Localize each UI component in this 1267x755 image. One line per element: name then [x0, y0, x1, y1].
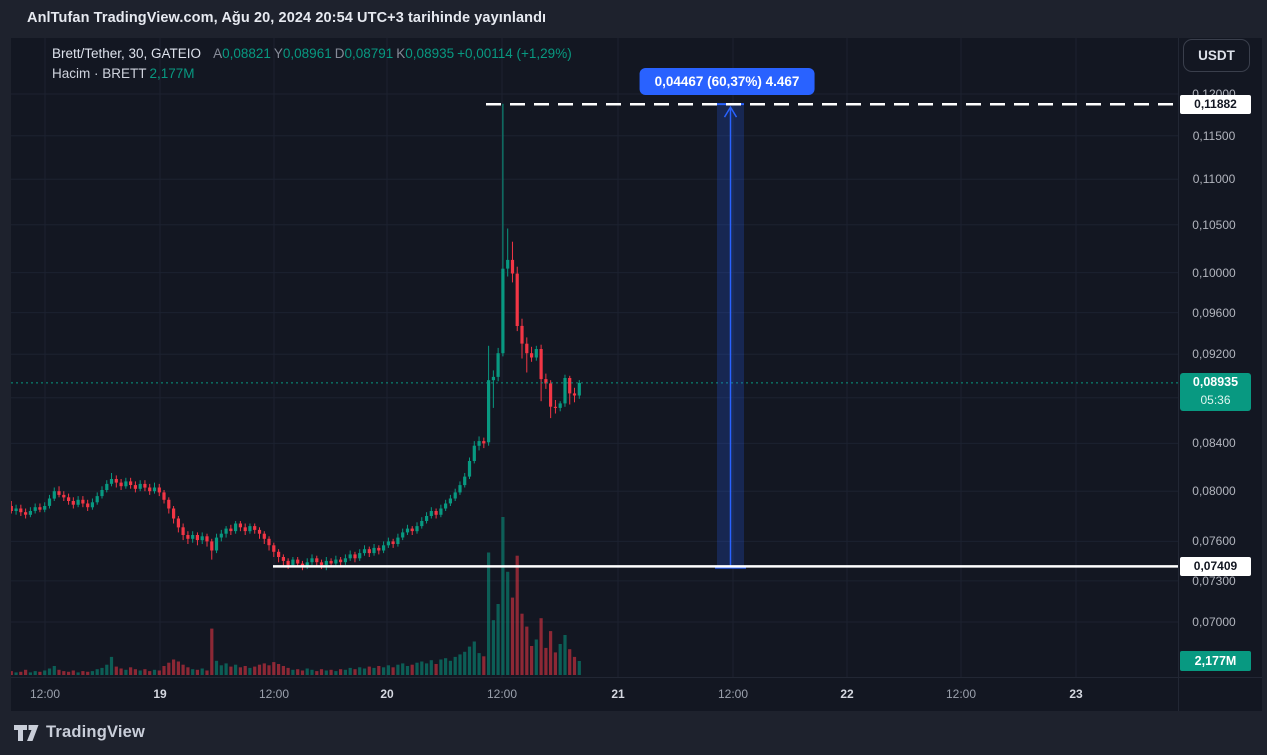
time-tick: 12:00: [717, 687, 749, 701]
plot-layer: [11, 38, 1178, 677]
price-tick: 0,11500: [1192, 129, 1236, 143]
published-title: AnlTufan TradingView.com, Ağu 20, 2024 2…: [27, 10, 547, 26]
legend-volume-title: Hacim · BRETT: [52, 66, 147, 81]
time-tick: 12:00: [486, 687, 518, 701]
time-tick: 21: [611, 687, 625, 701]
time-tick: 22: [840, 687, 854, 701]
dashed-ray-price-label[interactable]: 0,11882: [1180, 95, 1251, 114]
legend-volume-value: 2,177M: [149, 66, 195, 81]
price-tick: 0,07300: [1192, 574, 1236, 588]
tradingview-home-link[interactable]: TradingView: [14, 723, 145, 742]
symbol-legend: Brett/Tether, 30, GATEIO A0,08821 Y0,08961…: [52, 44, 572, 83]
price-tick: 0,10000: [1192, 266, 1236, 280]
time-tick: 23: [1069, 687, 1083, 701]
price-tick: 0,07600: [1192, 534, 1236, 548]
current-volume-label: 2,177M: [1180, 651, 1251, 671]
currency-usdt-button[interactable]: USDT: [1183, 39, 1250, 72]
legend-low-value: 0,08791: [344, 46, 394, 61]
legend-high-key: Y: [273, 46, 283, 61]
legend-close-value: 0,08935: [405, 46, 455, 61]
legend-open-value: 0,08821: [222, 46, 271, 61]
price-tick: 0,08400: [1192, 436, 1236, 450]
price-tick: 0,07000: [1192, 615, 1236, 629]
published-top-bar: AnlTufan TradingView.com, Ağu 20, 2024 2…: [0, 0, 1267, 38]
volume-layer: [11, 517, 581, 675]
time-tick: 19: [153, 687, 167, 701]
candle-countdown: 05:36: [1200, 393, 1231, 407]
tradingview-logo-icon: [14, 724, 39, 741]
solid-ray-price-label[interactable]: 0,07409: [1180, 557, 1251, 576]
legend-change: +0,00114 (+1,29%): [457, 46, 572, 61]
price-tick: 0,09200: [1192, 347, 1236, 361]
time-tick: 12:00: [29, 687, 61, 701]
time-axis-separator: [11, 677, 1262, 678]
legend-close-key: K: [396, 46, 406, 61]
chart-pane[interactable]: [11, 38, 1262, 711]
legend-high-value: 0,08961: [282, 46, 332, 61]
current-price-label: 0,08935 05:36: [1180, 373, 1251, 411]
grid-layer: [11, 38, 1178, 677]
legend-low-key: D: [334, 46, 345, 61]
measure-tool-label[interactable]: 0,04467 (60,37%) 4.467: [639, 68, 815, 95]
time-tick: 12:00: [945, 687, 977, 701]
time-tick: 12:00: [258, 687, 290, 701]
measure-tool[interactable]: [715, 103, 746, 569]
price-tick: 0,11000: [1192, 172, 1236, 186]
footer-brand-text: TradingView: [46, 723, 146, 741]
legend-open-key: A: [213, 46, 223, 61]
time-tick: 20: [380, 687, 394, 701]
price-tick: 0,10500: [1192, 218, 1236, 232]
legend-symbol: Brett/Tether, 30, GATEIO: [52, 46, 202, 61]
price-axis-separator: [1178, 38, 1179, 711]
footer-bar: TradingView: [0, 711, 1267, 755]
candles-layer: [11, 103, 581, 571]
price-tick: 0,09600: [1192, 306, 1236, 320]
price-tick: 0,08000: [1192, 484, 1236, 498]
current-price-value: 0,08935: [1192, 375, 1239, 389]
